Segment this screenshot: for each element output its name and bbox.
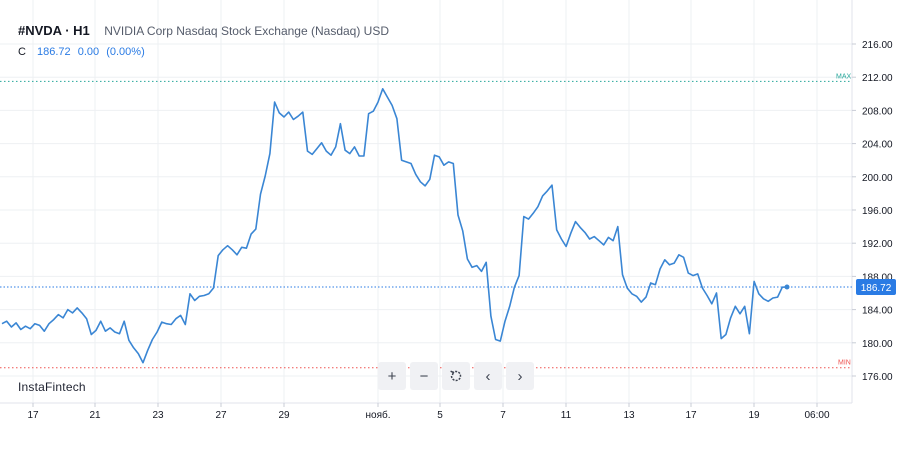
y-tick-label: 208.00 <box>862 106 893 117</box>
chevron-left-icon: ‹ <box>485 367 491 385</box>
brand-logo: InstaFintech <box>18 380 86 394</box>
close-label: C <box>18 46 26 58</box>
grid <box>0 0 852 403</box>
y-tick-label: 192.00 <box>862 239 893 250</box>
y-tick-label: 212.00 <box>862 73 893 84</box>
y-axis: 216.00 212.00 208.00 204.00 200.00 196.00 192.… <box>852 40 893 383</box>
x-tick-label: 06:00 <box>804 410 829 421</box>
x-tick-label: 5 <box>437 410 443 421</box>
last-point-marker <box>784 284 790 290</box>
x-tick-label: 23 <box>152 410 164 421</box>
symbol-label: #NVDA · H1 <box>18 23 90 38</box>
x-tick-label: 13 <box>623 410 635 421</box>
zoom-out-button[interactable]: − <box>410 362 438 390</box>
price-series-line <box>1 88 788 364</box>
last-price-tag <box>856 279 896 296</box>
x-tick-label: 7 <box>500 410 506 421</box>
plus-icon: + <box>387 367 397 385</box>
scroll-left-button[interactable]: ‹ <box>474 362 502 390</box>
ohlc-legend: C 186.72 0.00 (0.00%) <box>18 46 149 58</box>
chart-toolbar: + − ‹ › <box>378 362 534 390</box>
y-tick-label: 176.00 <box>862 372 893 383</box>
y-tick-label: 184.00 <box>862 306 893 317</box>
y-tick-label: 204.00 <box>862 140 893 151</box>
x-tick-label: 27 <box>215 410 227 421</box>
max-label: MAX <box>836 73 852 80</box>
y-tick-label: 196.00 <box>862 206 893 217</box>
y-tick-label: 200.00 <box>862 173 893 184</box>
close-value: 186.72 <box>37 46 71 58</box>
change-percent: (0.00%) <box>106 46 145 58</box>
change-value: 0.00 <box>77 46 100 58</box>
y-tick-label: 216.00 <box>862 40 893 51</box>
zoom-in-button[interactable]: + <box>378 362 406 390</box>
x-tick-label: 29 <box>278 410 290 421</box>
y-tick-label: 188.00 <box>862 272 893 283</box>
chart-header: #NVDA · H1 NVIDIA Corp Nasdaq Stock Exch… <box>18 22 389 40</box>
scroll-right-button[interactable]: › <box>506 362 534 390</box>
min-label: MIN <box>838 360 851 367</box>
y-tick-label: 180.00 <box>862 339 893 350</box>
x-axis: 17 21 23 27 29 нояб. 5 7 11 13 17 19 06:00 <box>27 403 830 421</box>
x-tick-label: 17 <box>685 410 697 421</box>
x-tick-label: 19 <box>748 410 760 421</box>
last-price-tag-label: 186.72 <box>861 283 892 294</box>
x-tick-label: 21 <box>89 410 101 421</box>
instrument-description: NVIDIA Corp Nasdaq Stock Exchange (Nasda… <box>104 24 390 38</box>
reset-button[interactable] <box>442 362 470 390</box>
x-tick-label: 17 <box>27 410 39 421</box>
x-tick-label: нояб. <box>365 409 390 421</box>
chevron-right-icon: › <box>517 367 523 385</box>
minus-icon: − <box>419 367 429 385</box>
reset-icon <box>450 370 462 382</box>
x-tick-label: 11 <box>561 410 572 421</box>
